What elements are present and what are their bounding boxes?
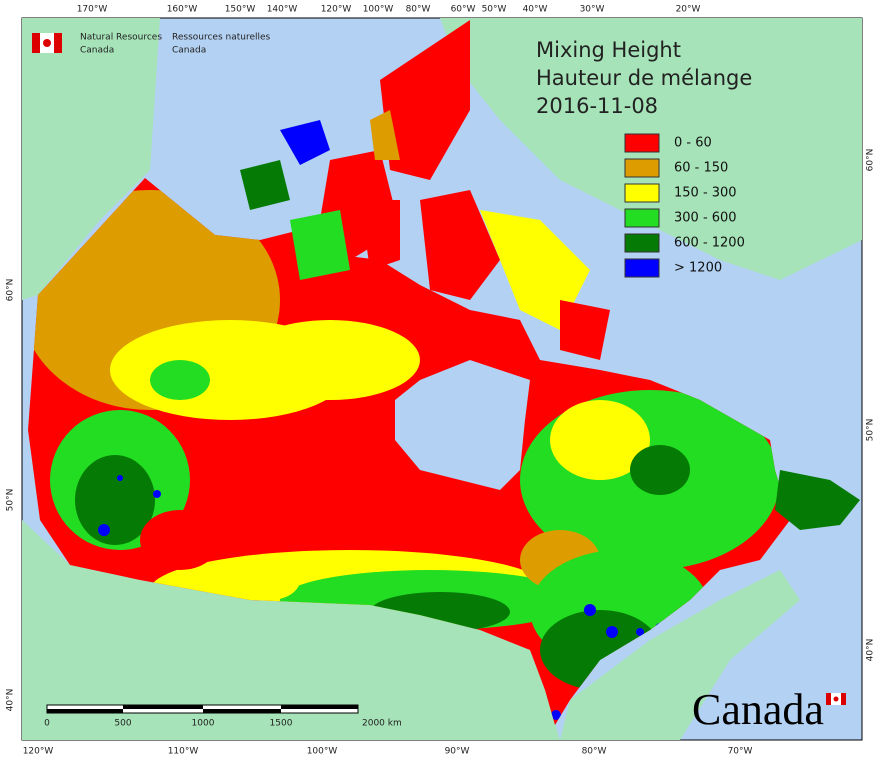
hudson-bay	[395, 360, 530, 490]
latitude-label: 60°N	[866, 149, 876, 172]
scale-label: 0	[44, 719, 50, 729]
legend-label: 60 - 150	[674, 161, 728, 176]
island	[360, 200, 400, 270]
legend-swatch	[624, 233, 660, 253]
island	[370, 110, 400, 160]
island	[290, 210, 350, 280]
wordmark-flag-leaf	[833, 696, 839, 702]
legend-label: 600 - 1200	[674, 236, 745, 251]
longitude-label: 50°W	[482, 5, 507, 15]
longitude-label: 100°W	[307, 747, 338, 757]
latitude-label: 50°N	[866, 419, 876, 442]
legend-swatch	[624, 258, 660, 278]
field-zone	[210, 410, 450, 550]
island	[480, 210, 590, 330]
island	[560, 300, 610, 360]
usa-east	[560, 570, 800, 740]
island	[420, 190, 500, 300]
island	[280, 120, 330, 165]
latitude-label: 60°N	[6, 279, 16, 302]
legend-label: 0 - 60	[674, 136, 712, 151]
mixing-height-field	[28, 190, 780, 720]
field-zone	[150, 360, 210, 400]
latitude-label: 50°N	[6, 489, 16, 512]
longitude-label: 70°W	[728, 747, 753, 757]
field-zone	[606, 626, 618, 638]
wordmark-flag-bar	[826, 693, 831, 705]
longitude-label: 140°W	[267, 5, 298, 15]
flag-bar	[54, 33, 62, 53]
longitude-label: 120°W	[23, 747, 54, 757]
legend-label: 150 - 300	[674, 186, 737, 201]
longitude-label: 150°W	[225, 5, 256, 15]
longitude-label: 90°W	[445, 747, 470, 757]
agency-en: Natural Resources	[80, 33, 162, 43]
legend-label: 300 - 600	[674, 211, 737, 226]
agency-fr: Canada	[172, 46, 206, 56]
usa	[22, 520, 560, 740]
field-zone	[551, 710, 561, 720]
legend-label: > 1200	[674, 261, 722, 276]
scale-label: 1000	[192, 719, 215, 729]
field-zone	[117, 475, 123, 481]
field-zone	[75, 455, 155, 545]
field-zone	[240, 560, 300, 600]
longitude-label: 80°W	[406, 5, 431, 15]
longitude-label: 60°W	[451, 5, 476, 15]
longitude-label: 80°W	[582, 747, 607, 757]
legend-swatch	[624, 208, 660, 228]
longitude-label: 20°W	[676, 5, 701, 15]
title: 2016-11-08	[536, 94, 658, 118]
longitude-label: 30°W	[580, 5, 605, 15]
field-zone	[240, 320, 420, 400]
title: Mixing Height	[536, 38, 681, 62]
title: Hauteur de mélange	[536, 66, 752, 90]
legend-swatch	[624, 133, 660, 153]
legend-swatch	[624, 158, 660, 178]
longitude-label: 160°W	[167, 5, 198, 15]
agency-fr: Ressources naturelles	[172, 33, 271, 43]
field-zone	[636, 628, 644, 636]
longitude-label: 170°W	[77, 5, 108, 15]
field-zone	[98, 524, 110, 536]
field-zone	[630, 445, 690, 495]
island	[240, 160, 290, 210]
arctic-islands	[240, 20, 610, 360]
scale-label: 1500	[270, 719, 293, 729]
longitude-label: 40°W	[523, 5, 548, 15]
latitude-label: 40°N	[6, 689, 16, 712]
legend-swatch	[624, 183, 660, 203]
field-zone	[550, 400, 650, 480]
scale-bar	[46, 704, 359, 714]
agency-en: Canada	[80, 46, 114, 56]
latitude-label: 40°N	[866, 639, 876, 662]
alaska	[22, 18, 160, 300]
longitude-label: 120°W	[321, 5, 352, 15]
longitude-label: 100°W	[363, 5, 394, 15]
flag-bar	[32, 33, 40, 53]
field-zone	[153, 490, 161, 498]
wordmark-flag-bar	[841, 693, 846, 705]
maritimes	[775, 470, 860, 530]
field-zone	[140, 510, 220, 570]
longitude-label: 110°W	[168, 747, 199, 757]
scale-label: 2000 km	[362, 719, 402, 729]
canada-wordmark: Canada	[692, 685, 824, 734]
island	[380, 20, 470, 180]
field-zone	[584, 604, 596, 616]
scale-label: 500	[114, 719, 131, 729]
flag-leaf	[43, 39, 51, 47]
